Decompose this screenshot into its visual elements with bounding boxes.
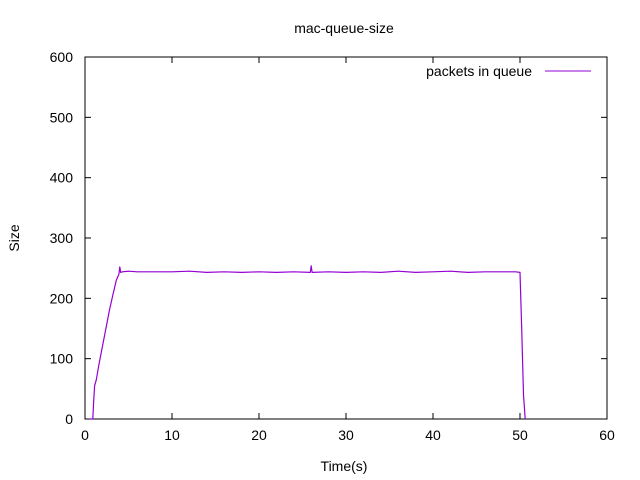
y-tick-label: 600 [50, 49, 74, 65]
x-tick-label: 40 [425, 427, 441, 443]
x-axis-label: Time(s) [321, 458, 368, 474]
x-tick-label: 0 [81, 427, 89, 443]
plot-area-border [84, 56, 608, 420]
x-tick-label: 50 [512, 427, 528, 443]
y-tick-label: 200 [50, 290, 74, 306]
x-tick-label: 20 [251, 427, 267, 443]
y-tick-label: 300 [50, 230, 74, 246]
x-tick-label: 30 [338, 427, 354, 443]
y-tick-label: 500 [50, 109, 74, 125]
y-tick-label: 100 [50, 351, 74, 367]
series-group [89, 265, 526, 420]
y-tick-label: 400 [50, 170, 74, 186]
x-tick-label: 10 [164, 427, 180, 443]
x-tick-label: 60 [599, 427, 615, 443]
legend: packets in queue [426, 63, 591, 79]
y-tick-label: 0 [65, 411, 73, 427]
series-line [89, 265, 526, 420]
chart-title: mac-queue-size [294, 20, 394, 36]
y-axis-label: Size [6, 224, 22, 251]
legend-label: packets in queue [426, 63, 532, 79]
